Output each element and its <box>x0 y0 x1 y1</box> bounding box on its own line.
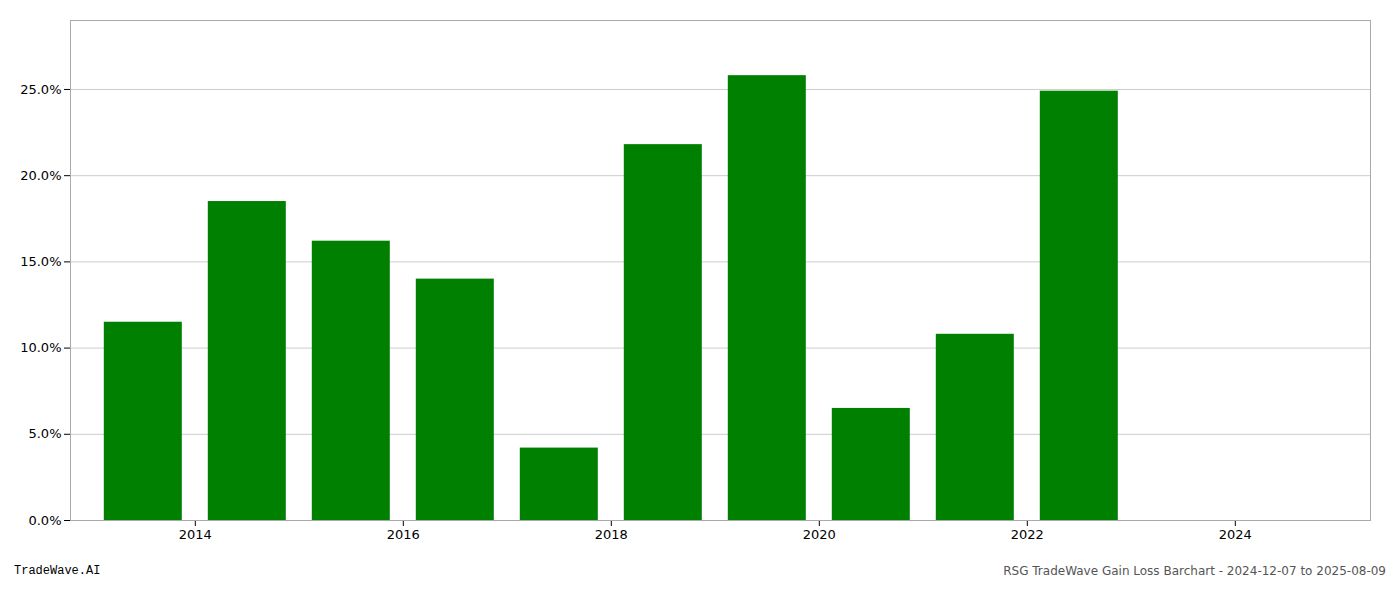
svg-text:25.0%: 25.0% <box>20 82 61 97</box>
svg-text:2022: 2022 <box>1011 527 1044 542</box>
svg-text:2016: 2016 <box>387 527 420 542</box>
svg-text:20.0%: 20.0% <box>20 168 61 183</box>
svg-text:10.0%: 10.0% <box>20 340 61 355</box>
svg-text:2014: 2014 <box>179 527 212 542</box>
html-text:TradeWave.AI: TradeWave.AI <box>14 564 101 578</box>
svg-text:15.0%: 15.0% <box>20 254 61 269</box>
svg-text:2020: 2020 <box>803 527 836 542</box>
svg-text:5.0%: 5.0% <box>28 426 61 441</box>
html-text:RSG TradeWave Gain Loss Barcha: RSG TradeWave Gain Loss Barchart - 2024-… <box>1003 564 1386 578</box>
svg-text:2018: 2018 <box>595 527 628 542</box>
svg-text:0.0%: 0.0% <box>28 513 61 528</box>
svg-text:2024: 2024 <box>1219 527 1252 542</box>
